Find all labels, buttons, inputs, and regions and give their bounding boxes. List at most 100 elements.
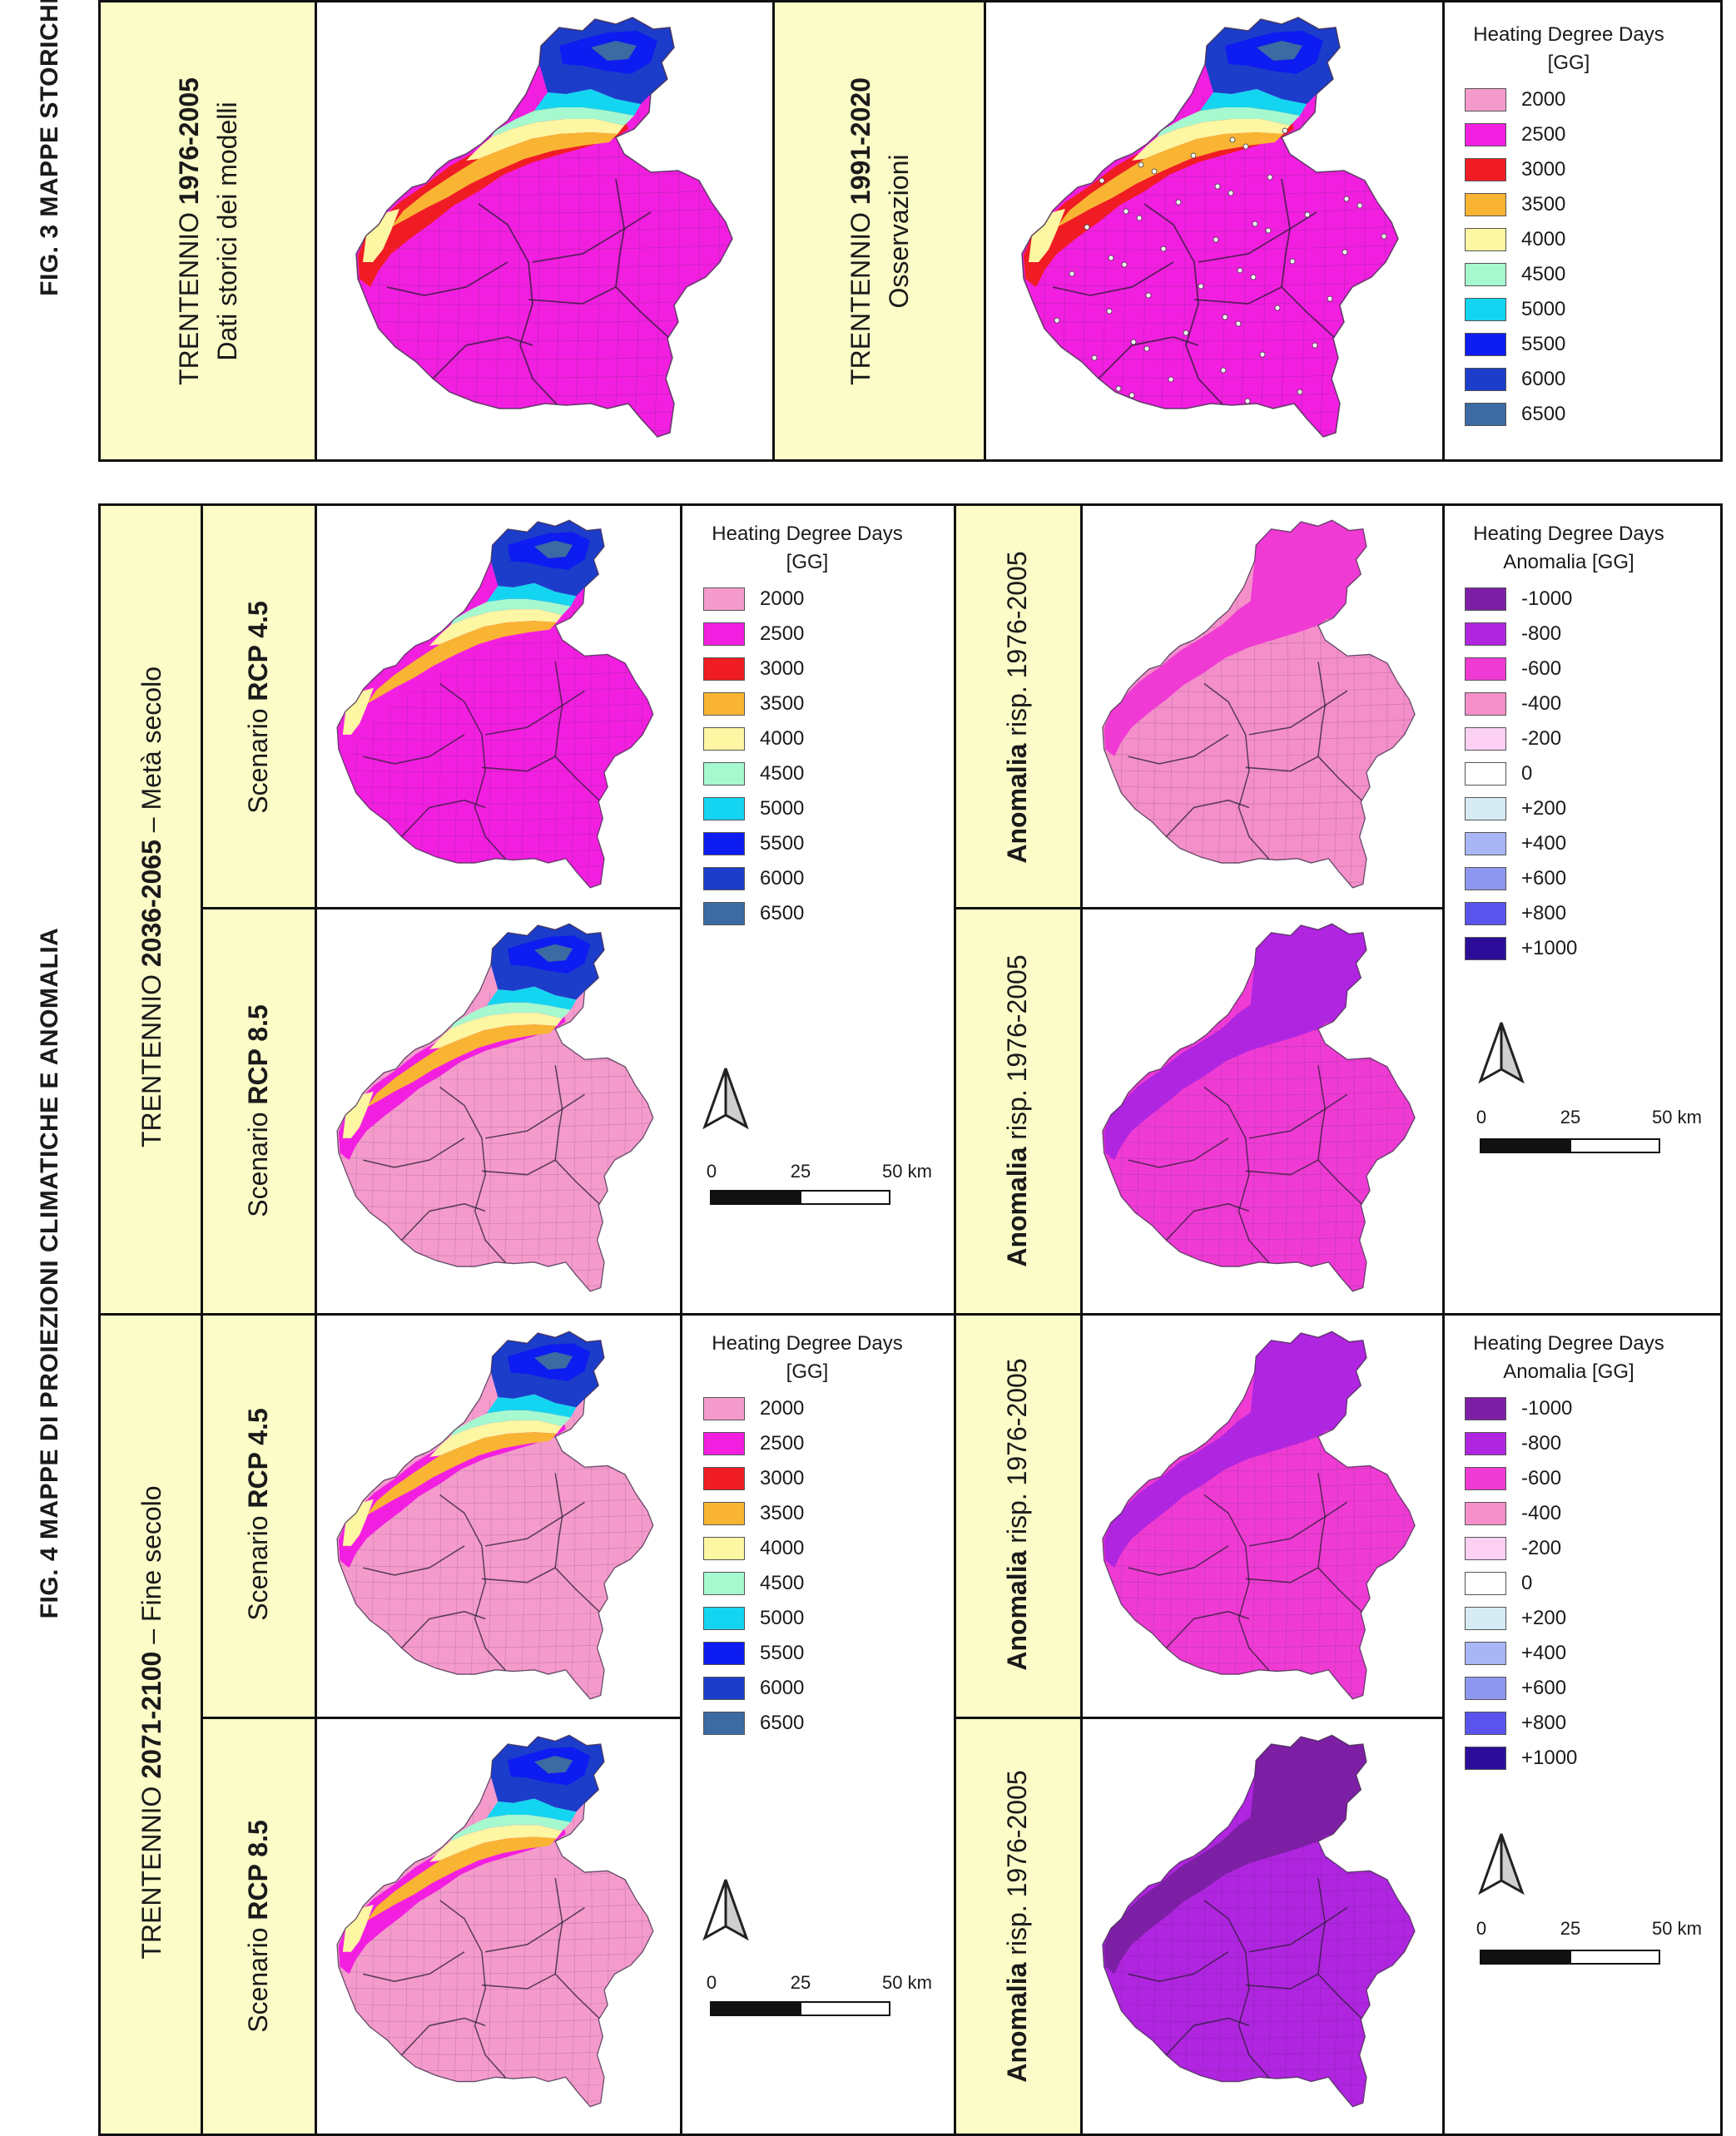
legend-swatch [1465,333,1506,356]
legend-swatch [703,1432,745,1455]
legend-title: Heating Degree Days [712,1332,903,1355]
legend-swatch [703,622,745,646]
legend-item: -600 [1465,655,1561,683]
map-prealpine-band [1104,1400,1329,1569]
map-fig3-model [355,17,733,438]
legend-swatch [1465,937,1506,960]
legend-item: 5000 [703,1604,804,1633]
legend-label: 2500 [760,622,805,645]
legend-item: +400 [1465,830,1566,858]
map-alpine-zone [366,621,557,705]
map-alpine-zone [450,1002,571,1029]
fig4-period-mid-century: TRENTENNIO 2036-2065 – Metà secolo [136,666,166,1148]
legend-item: 6000 [1465,365,1565,394]
legend-label: 2500 [1521,123,1566,146]
map-alpine-zone [1250,924,1366,1029]
map-alpine-zone [450,1410,571,1437]
legend-swatch [1465,123,1506,146]
legend-label: 5000 [760,797,805,820]
legend-label: 2000 [760,587,805,610]
legend-label: 4500 [1521,263,1566,285]
legend-swatch [703,587,745,611]
legend-item: 2000 [703,1395,804,1423]
legend-label: 3000 [1521,158,1566,181]
legend-swatch [1465,1397,1506,1420]
legend-swatch [1465,657,1506,681]
legend-item: 4500 [703,760,804,788]
legend-swatch [1465,1572,1506,1595]
map-alpine-zone [366,1836,557,1921]
legend-item: 4500 [703,1569,804,1598]
legend-swatch [1465,1432,1506,1455]
legend-item: 4000 [703,725,804,753]
legend-label: +200 [1521,1607,1567,1629]
scenario-label-mid-rcp85: Scenario RCP 8.5 [243,1004,273,1217]
map-mid-rcp45 [336,519,654,889]
legend-label: 3500 [760,692,805,715]
legend-item: 2500 [1465,121,1565,149]
map-prealpine-band [1104,1804,1329,1975]
legend-swatch [703,1607,745,1630]
legend-swatch [1465,1677,1506,1700]
legend-label: 6500 [760,902,805,924]
legend-label: 0 [1521,1572,1533,1594]
fig4-label: FIG. 4 MAPPE DI PROIEZIONI CLIMATICHE E … [36,927,63,1619]
fig3-title-cell-1 [101,2,315,459]
anomaly-label-end-rcp85: Anomalia risp. 1976-2005 [1002,1770,1032,2083]
legend-item: 3000 [703,1464,804,1493]
fig3-label: FIG. 3 MAPPE STORICHE [36,0,63,296]
legend-label: -800 [1521,1432,1562,1455]
anomaly-label-mid-rcp45: Anomalia risp. 1976-2005 [1002,551,1032,864]
legend-item: +1000 [1465,1744,1577,1772]
map-alpine-zone [1257,41,1302,61]
legend-swatch [1465,797,1506,820]
legend-title: Heating Degree Days [1473,23,1664,46]
legend-swatch [703,1502,745,1525]
legend-swatch [1465,692,1506,716]
legend-label: +400 [1521,832,1567,855]
fig3-panel2-title: TRENTENNIO 1991-2020 Osservazioni [846,77,914,385]
legend-item: 3000 [1465,156,1565,184]
legend-label: 6000 [1521,368,1566,390]
legend-label: 4500 [760,1572,805,1594]
map-end-rcp85 [336,1734,654,2108]
legend-swatch [703,1642,745,1665]
legend-item: +1000 [1465,934,1577,963]
map-alpine-zone [1250,1331,1366,1437]
legend-swatch [1465,263,1506,286]
legend-item: +200 [1465,1604,1566,1633]
legend-item: 3500 [703,1499,804,1528]
legend-item: 6500 [703,1709,804,1737]
legend-label: +600 [1521,867,1567,890]
legend-item: 0 [1465,1569,1532,1598]
legend-item: 6500 [703,899,804,928]
legend-swatch [703,1712,745,1735]
legend-swatch [1465,1537,1506,1560]
legend-label: +800 [1521,1712,1567,1734]
legend-item: 3500 [703,690,804,718]
legend-swatch [1465,727,1506,751]
legend-label: -800 [1521,622,1562,645]
map-alpine-zone [1157,107,1300,137]
legend-label: 6500 [760,1712,805,1734]
scenario-label-mid-rcp45: Scenario RCP 4.5 [243,601,273,814]
anomaly-label-end-rcp45: Anomalia risp. 1976-2005 [1002,1358,1032,1671]
legend-label: 4000 [1521,228,1566,250]
legend-subtitle: Anomalia [GG] [1503,551,1634,573]
legend-item: 2500 [703,1430,804,1458]
anomaly-label-mid-rcp85: Anomalia risp. 1976-2005 [1002,954,1032,1267]
legend-item: 4500 [1465,260,1565,289]
map-alpine-zone [486,582,577,607]
legend-label: 2500 [760,1432,805,1455]
legend-item: 5000 [703,795,804,823]
legend-title: Heating Degree Days [1473,1332,1664,1355]
legend-label: 2000 [760,1397,805,1420]
legend-swatch [1465,762,1506,786]
map-alpine-zone [534,89,641,116]
legend-item: 4000 [703,1534,804,1563]
legend-label: 3500 [1521,193,1566,216]
fig3-title-cell-2 [774,2,984,459]
legend-label: +1000 [1521,1747,1578,1769]
map-lowland-region [337,924,653,1291]
legend-swatch [703,657,745,681]
